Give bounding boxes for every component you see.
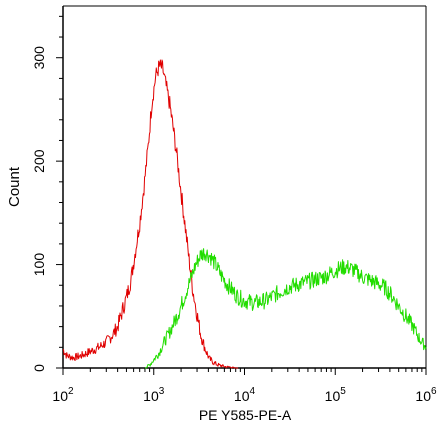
y-tick-label: 0 [31,364,47,372]
plot-frame [62,5,427,369]
x-tick-label: 103 [143,386,165,404]
histogram-series [62,59,427,369]
x-tick-label: 104 [234,386,256,404]
x-tick-label: 106 [415,386,437,404]
x-tick-label: 105 [325,386,347,404]
x-axis-title: PE Y585-PE-A [199,407,292,423]
x-axis-ticks: 102 103 104 105 106 [52,368,437,404]
y-tick-label: 100 [31,253,47,277]
series-1-trace [62,59,239,369]
y-tick-label: 200 [31,149,47,173]
series-2-trace [144,248,427,369]
y-axis-title: Count [6,166,23,207]
y-tick-label: 300 [31,46,47,70]
x-tick-label: 102 [52,386,74,404]
y-axis-ticks: 0 100 200 300 [31,15,63,372]
